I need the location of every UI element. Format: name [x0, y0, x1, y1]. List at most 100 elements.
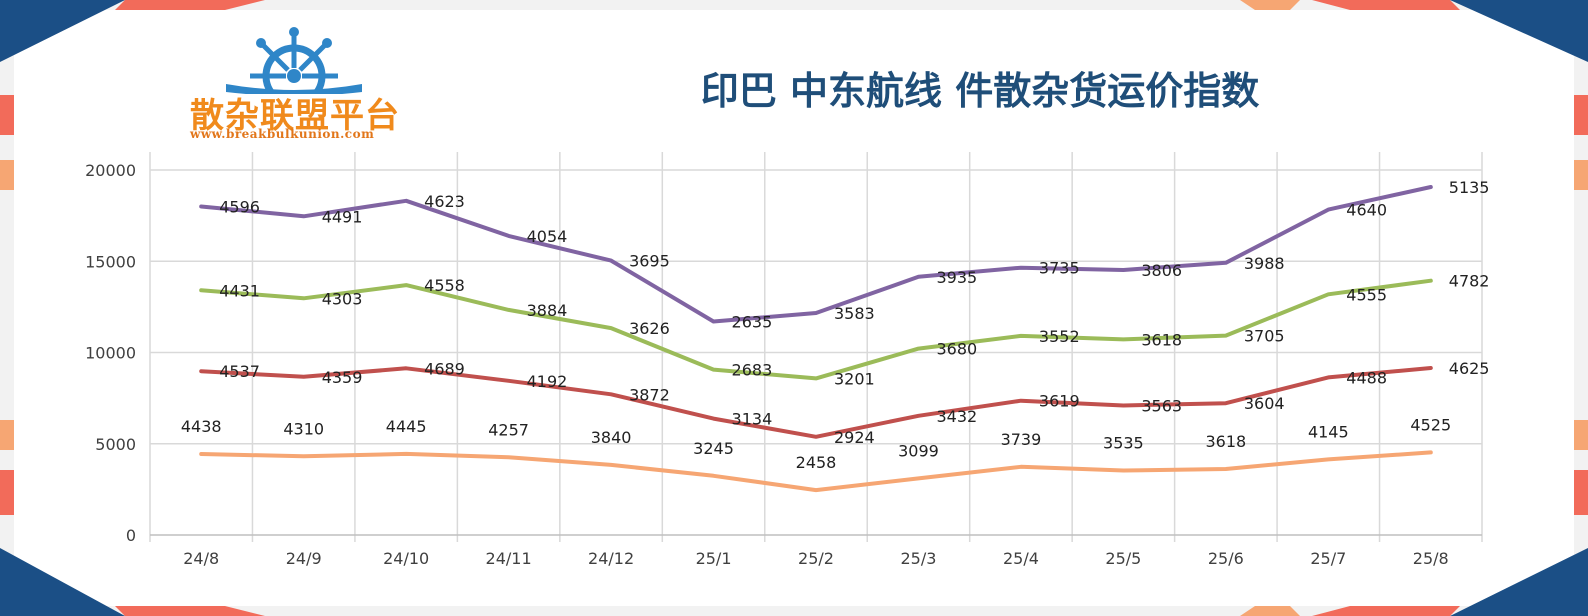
- top-stripe-right: [1312, 0, 1460, 10]
- x-tick-label: 25/3: [900, 549, 936, 568]
- corner-triangle-bottom-right: [1450, 548, 1588, 616]
- data-label: 4359: [322, 368, 363, 387]
- frame-panel: [14, 10, 1574, 606]
- y-tick-label: 15000: [85, 252, 136, 271]
- data-label: 3432: [936, 407, 977, 426]
- right-edge-band-1: [1574, 95, 1588, 135]
- x-tick-label: 24/11: [486, 549, 532, 568]
- data-label: 4525: [1410, 415, 1451, 434]
- data-label: 4431: [219, 281, 260, 300]
- data-label: 3626: [629, 319, 670, 338]
- series-line-1: [199, 450, 1433, 493]
- x-tick-label: 25/5: [1105, 549, 1141, 568]
- data-label: 4640: [1346, 201, 1387, 220]
- data-label: 4310: [283, 419, 324, 438]
- data-label: 3884: [527, 301, 568, 320]
- data-label: 2458: [796, 453, 837, 472]
- left-edge-band-3: [0, 420, 14, 450]
- data-label: 3806: [1141, 261, 1182, 280]
- logo-wordmark: 散杂联盟平台: [190, 96, 400, 136]
- data-label: 3988: [1244, 254, 1285, 273]
- series-lines: [199, 185, 1433, 493]
- corner-triangle-bottom-left: [0, 548, 125, 616]
- corner-triangle-top-left: [0, 0, 125, 62]
- data-label: 3604: [1244, 394, 1285, 413]
- top-stripe-left: [115, 0, 265, 10]
- y-tick-label: 5000: [95, 435, 136, 454]
- right-edge-band-4: [1574, 470, 1588, 515]
- data-label: 3583: [834, 304, 875, 323]
- corner-triangle-top-right: [1450, 0, 1588, 62]
- brand-logo: 散杂联盟平台 www.breakbulkunion.com: [186, 26, 416, 146]
- data-label: 4488: [1346, 368, 1387, 387]
- data-label: 4054: [527, 227, 568, 246]
- data-label: 3201: [834, 369, 875, 388]
- series-line-3: [199, 278, 1433, 381]
- data-label: 3563: [1141, 396, 1182, 415]
- series-line-2: [199, 366, 1433, 439]
- ship-wheel-icon: [226, 27, 362, 94]
- data-label: 4145: [1308, 422, 1349, 441]
- data-label: 3872: [629, 385, 670, 404]
- data-label: 4596: [219, 197, 260, 216]
- top-accent-right: [1240, 0, 1300, 10]
- data-label: 5135: [1449, 178, 1490, 197]
- data-label: 3618: [1141, 330, 1182, 349]
- data-label: 4445: [386, 417, 427, 436]
- left-edge-band-2: [0, 160, 14, 190]
- data-label: 4689: [424, 359, 465, 378]
- chart-title: 印巴 中东航线 件散杂货运价指数: [700, 69, 1260, 113]
- axes: 0 5000 10000 15000 20000 24/8 24/9 24/10 24/11 24…: [85, 161, 1482, 568]
- x-tick-label: 24/9: [286, 549, 322, 568]
- x-tick-label: 24/10: [383, 549, 429, 568]
- x-tick-label: 25/4: [1003, 549, 1039, 568]
- data-label: 4625: [1449, 359, 1490, 378]
- x-tick-label: 25/1: [696, 549, 732, 568]
- x-tick-label: 24/8: [183, 549, 219, 568]
- right-edge-band-3: [1574, 420, 1588, 450]
- left-edge-band-4: [0, 470, 14, 515]
- data-label: 3695: [629, 252, 670, 271]
- gridlines: [149, 152, 1483, 542]
- data-label: 3680: [936, 340, 977, 359]
- data-labels: 4438 4310 4445 4257 3840 3245 2458 3099 3739 3535…: [181, 178, 1490, 472]
- data-label: 4303: [322, 289, 363, 308]
- data-label: 3552: [1039, 327, 1080, 346]
- data-label: 4623: [424, 192, 465, 211]
- data-label: 2683: [732, 361, 773, 380]
- x-tick-label: 25/8: [1413, 549, 1449, 568]
- bottom-stripe-left: [115, 606, 265, 616]
- y-tick-label: 0: [126, 526, 136, 545]
- data-label: 3535: [1103, 433, 1144, 452]
- data-label: 3099: [898, 441, 939, 460]
- left-edge-band-1: [0, 95, 14, 135]
- data-label: 3840: [591, 428, 632, 447]
- data-label: 4782: [1449, 272, 1490, 291]
- data-label: 3705: [1244, 327, 1285, 346]
- series-line-4: [199, 185, 1433, 324]
- data-label: 4438: [181, 417, 222, 436]
- data-label: 2924: [834, 428, 875, 447]
- bottom-accent-right: [1240, 606, 1300, 616]
- bottom-stripe-right: [1312, 606, 1460, 616]
- data-label: 3245: [693, 439, 734, 458]
- data-label: 3134: [732, 410, 773, 429]
- x-tick-label: 25/2: [798, 549, 834, 568]
- y-tick-label: 20000: [85, 161, 136, 180]
- logo-url: www.breakbulkunion.com: [190, 127, 375, 141]
- data-label: 4537: [219, 362, 260, 381]
- data-label: 4555: [1346, 285, 1387, 304]
- x-tick-label: 25/7: [1310, 549, 1346, 568]
- data-label: 2635: [732, 313, 773, 332]
- data-label: 3739: [1001, 430, 1042, 449]
- data-label: 3619: [1039, 392, 1080, 411]
- data-label: 4558: [424, 276, 465, 295]
- data-label: 4491: [322, 207, 363, 226]
- data-label: 3935: [936, 268, 977, 287]
- y-tick-label: 10000: [85, 344, 136, 363]
- x-tick-label: 25/6: [1208, 549, 1244, 568]
- data-label: 4192: [527, 372, 568, 391]
